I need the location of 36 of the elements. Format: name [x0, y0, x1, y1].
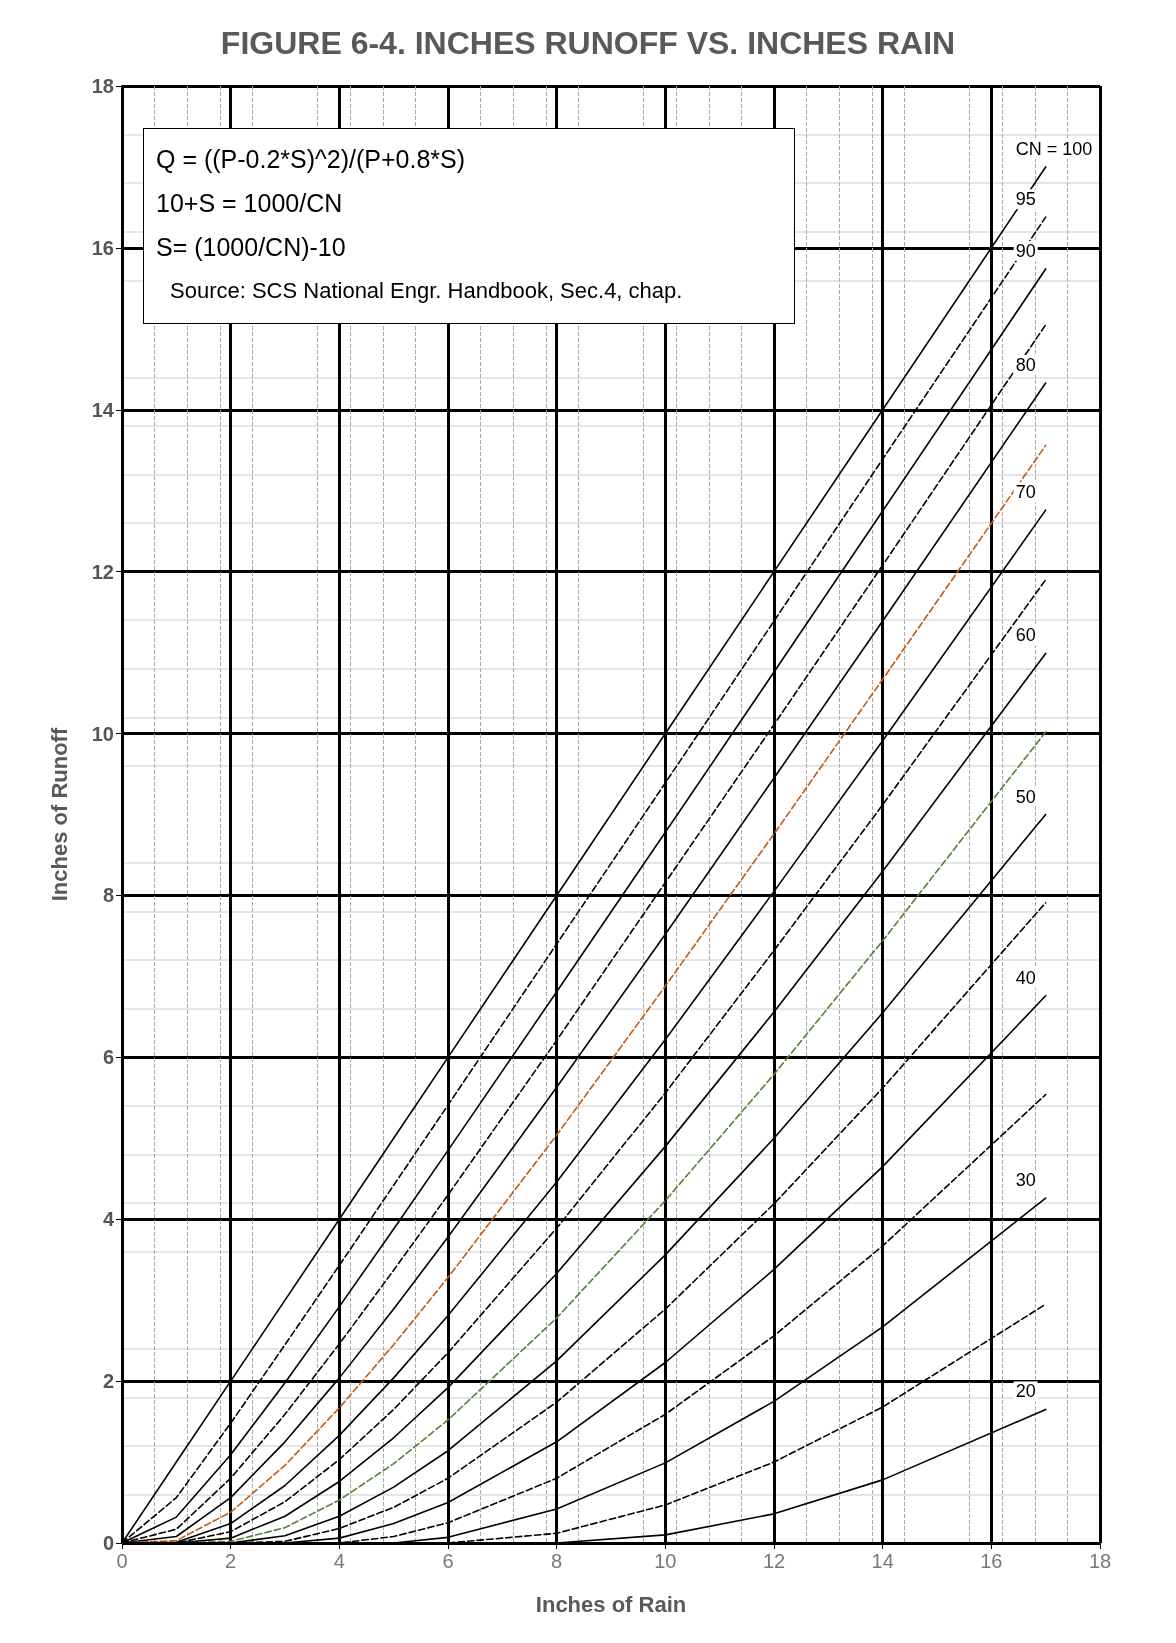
series-label: 95	[1015, 189, 1036, 210]
y-tick-label: 2	[102, 1370, 114, 1393]
y-tick-label: 12	[91, 560, 114, 583]
series-label: 30	[1015, 1170, 1036, 1191]
x-tick-label: 4	[333, 1550, 345, 1572]
y-tick-label: 6	[102, 1046, 114, 1069]
y-tick-label: 18	[91, 75, 114, 97]
x-tick-label: 12	[762, 1550, 786, 1572]
y-tick-label: 8	[102, 884, 114, 907]
series-label: 60	[1015, 625, 1036, 646]
x-tick-label: 16	[980, 1550, 1003, 1572]
chart-title: FIGURE 6-4. INCHES RUNOFF VS. INCHES RAIN	[220, 25, 956, 61]
series-label: 80	[1015, 355, 1036, 376]
annotation: Q = ((P-0.2*S)^2)/(P+0.8*S)	[156, 144, 467, 175]
y-tick-label: 16	[91, 236, 114, 259]
x-axis-title: Inches of Rain	[535, 1591, 687, 1617]
y-axis-title: Inches of Runoff	[46, 727, 72, 902]
series-label: 50	[1015, 786, 1036, 807]
series-label: 70	[1015, 482, 1036, 503]
series-label: CN = 100	[1015, 138, 1093, 159]
series-label: 40	[1015, 967, 1036, 988]
x-tick-label: 2	[225, 1550, 237, 1572]
y-tick-label: 14	[91, 398, 115, 421]
x-tick-label: 6	[442, 1550, 454, 1572]
annotation: 10+S = 1000/CN	[156, 188, 344, 219]
series-label: 90	[1015, 240, 1036, 261]
x-tick-label: 10	[654, 1550, 677, 1572]
annotation: S= (1000/CN)-10	[156, 232, 347, 263]
y-tick-label: 10	[91, 722, 114, 745]
x-tick-label: 14	[871, 1550, 894, 1572]
x-tick-label: 18	[1088, 1550, 1112, 1572]
x-tick-label: 8	[551, 1550, 563, 1572]
y-tick-label: 4	[102, 1208, 115, 1231]
annotation: Source: SCS National Engr. Handbook, Sec.4, chap.	[169, 277, 684, 305]
y-tick-label: 0	[102, 1532, 114, 1554]
series-label: 20	[1015, 1381, 1036, 1402]
